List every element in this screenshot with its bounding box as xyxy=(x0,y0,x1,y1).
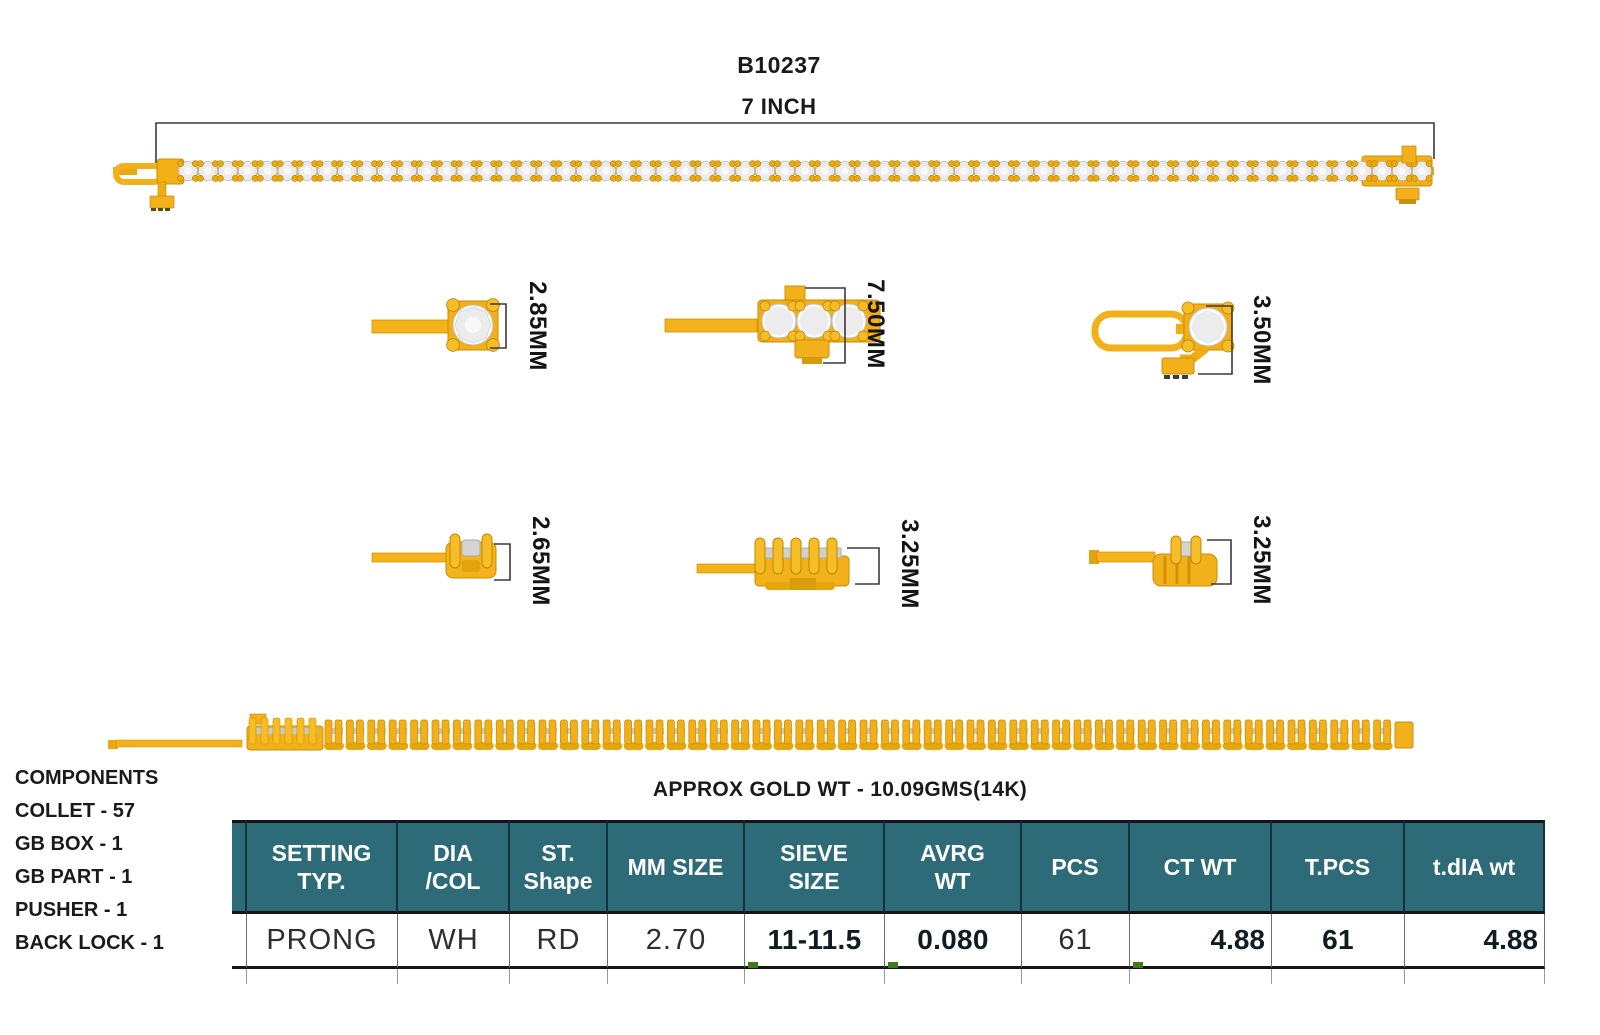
prong-bar xyxy=(481,533,493,569)
dimension-bracket xyxy=(494,543,511,581)
cell-setting-typ: PRONG xyxy=(247,914,398,969)
cell-mm-size: 2.70 xyxy=(608,914,745,969)
header-dia-col: DIA /COL xyxy=(398,820,510,914)
header-setting-typ: SETTING TYP. xyxy=(247,820,398,914)
dimension-label: 3.50MM xyxy=(1248,295,1275,385)
prong-bars xyxy=(754,537,838,575)
tongue-tip xyxy=(108,740,118,749)
detail-clasp-top: 3.50MM xyxy=(1091,295,1275,385)
detail-clasp-side: 3.25MM xyxy=(1089,515,1275,605)
diamonds xyxy=(761,303,867,339)
component-item: GB PART - 1 xyxy=(15,866,133,888)
header-ct-wt: CT WT xyxy=(1130,820,1272,914)
components-list: COMPONENTS COLLET - 57 GB BOX - 1 GB PAR… xyxy=(15,762,164,960)
component-item: BACK LOCK - 1 xyxy=(15,932,164,954)
components-heading: COMPONENTS xyxy=(15,767,159,789)
dimension-bracket xyxy=(1198,305,1233,375)
header-t-dia-wt: t.dIA wt xyxy=(1405,820,1545,914)
chain-links xyxy=(324,719,1393,750)
dimension-label: 2.85MM xyxy=(524,281,551,371)
prongs xyxy=(1181,301,1235,353)
back-lock-side xyxy=(246,713,324,751)
dimension-label: 3.25MM xyxy=(896,519,923,609)
header-avrg-wt: AVRG WT xyxy=(885,820,1022,914)
component-item: GB BOX - 1 xyxy=(15,833,123,855)
bottom-tab xyxy=(794,339,830,359)
detail-gb-box-top: 7.50MM xyxy=(664,279,889,369)
cell-marker xyxy=(748,962,758,968)
component-item: COLLET - 57 xyxy=(15,800,136,822)
wire-bar xyxy=(696,563,758,574)
end-link xyxy=(1394,721,1414,749)
detail-collet-top: 2.85MM xyxy=(371,281,551,371)
tongue-bar xyxy=(115,739,243,748)
header-mm-size: MM SIZE xyxy=(608,820,745,914)
prong-bar xyxy=(1190,535,1202,565)
prong-bar xyxy=(1170,535,1182,565)
wire-bar xyxy=(371,552,447,563)
pusher xyxy=(1161,357,1195,375)
prongs xyxy=(759,300,869,342)
cell-dia-col: WH xyxy=(398,914,510,969)
bracelet-length-label: 7 INCH xyxy=(741,94,817,119)
dimension-label: 3.25MM xyxy=(1248,515,1275,605)
dimension-label: 2.65MM xyxy=(527,516,554,606)
stone-side xyxy=(461,539,481,557)
cell-avrg-wt: 0.080 xyxy=(885,914,1022,969)
cell-marker xyxy=(888,962,898,968)
prong-bar xyxy=(449,533,461,569)
model-number: B10237 xyxy=(737,52,821,78)
header-sieve-size: SIEVE SIZE xyxy=(745,820,885,914)
clasp-loop xyxy=(1091,310,1191,352)
header-t-pcs: T.PCS xyxy=(1272,820,1405,914)
cell-ct-wt: 4.88 xyxy=(1130,914,1272,969)
bracelet-top-view xyxy=(113,122,1435,211)
header-st-shape: ST. Shape xyxy=(510,820,608,914)
dimension-bracket xyxy=(1207,539,1232,585)
wire-bar xyxy=(664,318,758,333)
cell-pcs: 61 xyxy=(1022,914,1130,969)
clasp-body xyxy=(1152,553,1218,587)
detail-gb-box-side: 3.25MM xyxy=(696,519,923,609)
pusher-plan xyxy=(149,181,175,211)
cell-t-dia-wt: 4.88 xyxy=(1405,914,1545,969)
cell-marker xyxy=(1133,962,1143,968)
header-pcs: PCS xyxy=(1022,820,1130,914)
cell-t-pcs: 61 xyxy=(1272,914,1405,969)
wire-bar xyxy=(1096,551,1156,563)
cell-st-shape: RD xyxy=(510,914,608,969)
dimension-label: 7.50MM xyxy=(862,279,889,369)
cell-sieve-size: 11-11.5 xyxy=(745,914,885,969)
back-lock-plan xyxy=(1395,145,1420,204)
detail-collet-side: 2.65MM xyxy=(371,516,554,606)
dimension-bracket xyxy=(847,547,880,585)
wire-bar xyxy=(371,319,451,334)
seven-inch-dimension-bracket xyxy=(155,122,1435,163)
header-cell-blank xyxy=(232,820,247,914)
dimension-bracket xyxy=(490,303,507,349)
cell-blank xyxy=(232,914,247,969)
dimension-bracket xyxy=(805,287,846,364)
component-item: PUSHER - 1 xyxy=(15,899,128,921)
gold-weight-label: APPROX GOLD WT - 10.09GMS(14K) xyxy=(652,778,1028,801)
spec-table: SETTING TYP. DIA /COL ST. Shape MM SIZE … xyxy=(232,820,1545,984)
bracelet-stones xyxy=(177,160,1433,182)
bracelet-side-view xyxy=(108,713,1414,751)
